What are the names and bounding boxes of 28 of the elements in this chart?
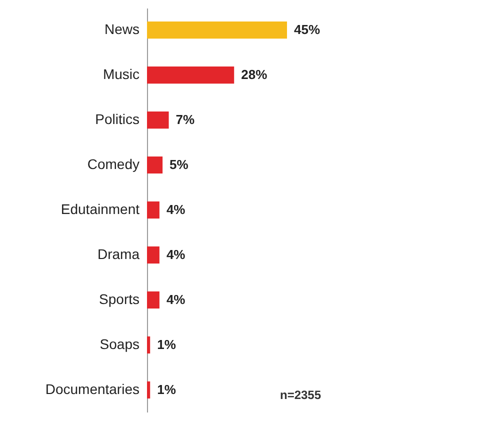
annotation: n=2355 [280, 388, 322, 402]
data-label: 45% [294, 22, 320, 38]
bar [147, 336, 150, 354]
bar [147, 381, 150, 399]
y-tick-label: News [104, 21, 140, 38]
bar [147, 66, 234, 84]
y-tick-label: Comedy [87, 156, 140, 172]
bar [147, 111, 169, 129]
y-tick-label: Politics [95, 111, 140, 128]
data-label: 1% [157, 336, 176, 352]
bar [147, 201, 160, 219]
y-tick-label: Sports [99, 290, 140, 307]
data-label: 1% [157, 382, 176, 397]
bar [147, 21, 287, 39]
data-label: 28% [241, 67, 268, 82]
bar [147, 156, 163, 174]
y-tick-label: Documentaries [45, 380, 140, 397]
bar [147, 291, 160, 309]
data-label: 7% [176, 112, 196, 128]
y-tick-label: Music [102, 66, 140, 82]
bar [147, 246, 160, 264]
data-label: 4% [166, 292, 186, 307]
y-tick-label: Edutainment [60, 201, 140, 217]
data-label: 4% [166, 246, 186, 262]
data-label: 5% [170, 157, 189, 172]
y-tick-label: Soaps [100, 336, 140, 352]
y-tick-label: Drama [97, 246, 140, 262]
data-label: 4% [166, 202, 186, 217]
